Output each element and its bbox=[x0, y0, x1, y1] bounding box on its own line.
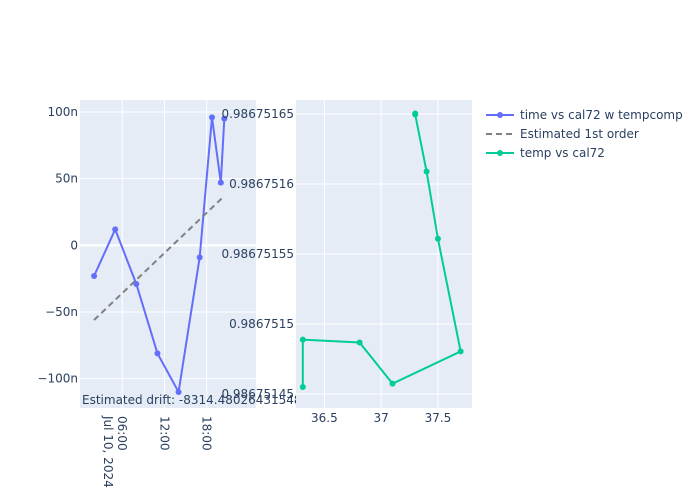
right-y-tick-label: 0.98675145 bbox=[221, 387, 294, 401]
data-point bbox=[221, 115, 228, 122]
left-y-tick-label: −50n bbox=[45, 305, 78, 319]
legend-item[interactable]: Estimated 1st order bbox=[486, 127, 639, 141]
legend-marker bbox=[497, 112, 503, 118]
data-point bbox=[434, 235, 441, 242]
right-y-tick-label: 0.9867515 bbox=[229, 317, 294, 331]
right-x-tick-label: 37 bbox=[374, 411, 389, 425]
left-y-tick-label: 100n bbox=[47, 105, 78, 119]
right-y-tick-label: 0.98675155 bbox=[221, 247, 294, 261]
left-x-tick-label: 18:00 bbox=[200, 416, 214, 451]
drift-annotation: Estimated drift: -8314.48026431548 ppb/d… bbox=[82, 393, 354, 407]
data-point bbox=[299, 384, 306, 390]
data-point bbox=[196, 254, 203, 261]
legend-marker bbox=[497, 150, 503, 156]
left-plot-background bbox=[80, 100, 256, 408]
legend-label: temp vs cal72 bbox=[520, 146, 605, 160]
right-grid bbox=[296, 100, 472, 408]
legend-item[interactable]: time vs cal72 w tempcomp bbox=[486, 108, 683, 122]
data-point bbox=[209, 114, 215, 121]
data-point bbox=[91, 273, 98, 279]
legend-label: Estimated 1st order bbox=[520, 127, 639, 141]
left-y-tick-label: −100n bbox=[37, 372, 78, 386]
left-x-tick-label: 06:00 bbox=[115, 416, 129, 451]
right-plot: 36.5 37 37.5 0.98675165 0.9867516 0.98675155… bbox=[221, 100, 472, 425]
data-point bbox=[217, 179, 224, 186]
right-x-ticks: 36.5 37 37.5 bbox=[311, 411, 451, 425]
legend: time vs cal72 w tempcomp Estimated 1st or… bbox=[486, 108, 683, 160]
data-point bbox=[389, 380, 396, 387]
data-point bbox=[412, 110, 419, 117]
left-series-layer bbox=[91, 114, 228, 396]
data-point bbox=[112, 226, 119, 233]
data-point bbox=[457, 348, 464, 355]
right-x-tick-label: 37.5 bbox=[425, 411, 452, 425]
left-y-ticks: 100n 50n 0 −50n −100n bbox=[37, 105, 78, 386]
data-point bbox=[423, 168, 430, 175]
legend-label: time vs cal72 w tempcomp bbox=[520, 108, 683, 122]
data-point bbox=[299, 336, 306, 343]
right-y-ticks: 0.98675165 0.9867516 0.98675155 0.9867515 0.… bbox=[221, 107, 294, 401]
right-x-tick-label: 36.5 bbox=[311, 411, 338, 425]
data-point bbox=[356, 339, 363, 346]
right-y-tick-label: 0.98675165 bbox=[221, 107, 294, 121]
left-x-tick-label: 12:00 bbox=[157, 416, 171, 451]
left-x-date-label: Jul 10, 2024 bbox=[101, 415, 115, 488]
right-series-layer bbox=[299, 110, 464, 390]
legend-item[interactable]: temp vs cal72 bbox=[486, 146, 605, 160]
left-y-tick-label: 0 bbox=[70, 238, 78, 252]
data-point bbox=[175, 389, 182, 395]
left-grid bbox=[80, 100, 256, 408]
data-point bbox=[154, 350, 161, 357]
right-y-tick-label: 0.9867516 bbox=[229, 177, 294, 191]
left-y-tick-label: 50n bbox=[55, 172, 78, 186]
